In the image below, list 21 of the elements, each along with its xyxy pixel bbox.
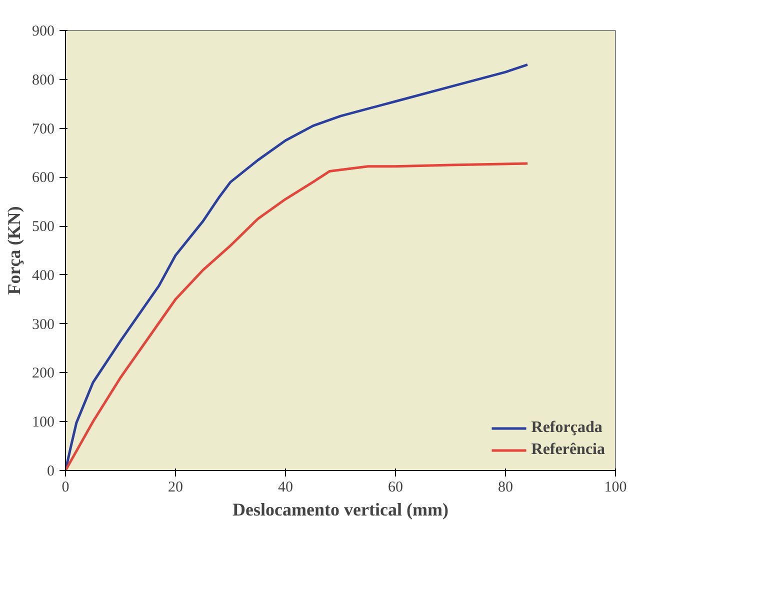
y-tick-label: 100 bbox=[32, 414, 54, 431]
y-tick-label: 0 bbox=[47, 464, 54, 480]
x-tick-label: 80 bbox=[498, 480, 513, 496]
y-tick-label: 900 bbox=[32, 24, 54, 40]
x-axis-title: Deslocamento vertical (mm) bbox=[232, 500, 448, 520]
line-series bbox=[66, 162, 529, 470]
y-tick-label: 200 bbox=[32, 366, 54, 382]
legend-label: Reforçada bbox=[531, 419, 602, 437]
y-axis-title: Força (KN) bbox=[4, 206, 24, 295]
x-tick-label: 60 bbox=[388, 480, 403, 496]
y-tick-label: 400 bbox=[32, 268, 54, 284]
x-tick-label: 0 bbox=[62, 480, 70, 496]
y-tick-label: 700 bbox=[32, 121, 54, 138]
y-tick-label: 300 bbox=[32, 316, 54, 333]
x-tick-label: 40 bbox=[278, 480, 293, 496]
y-tick-label: 600 bbox=[32, 170, 54, 186]
y-tick-label: 800 bbox=[32, 72, 54, 88]
x-tick-label: 100 bbox=[604, 480, 627, 496]
x-tick-label: 20 bbox=[168, 480, 183, 496]
legend-label: Referência bbox=[531, 441, 605, 459]
y-tick-label: 500 bbox=[32, 219, 54, 236]
